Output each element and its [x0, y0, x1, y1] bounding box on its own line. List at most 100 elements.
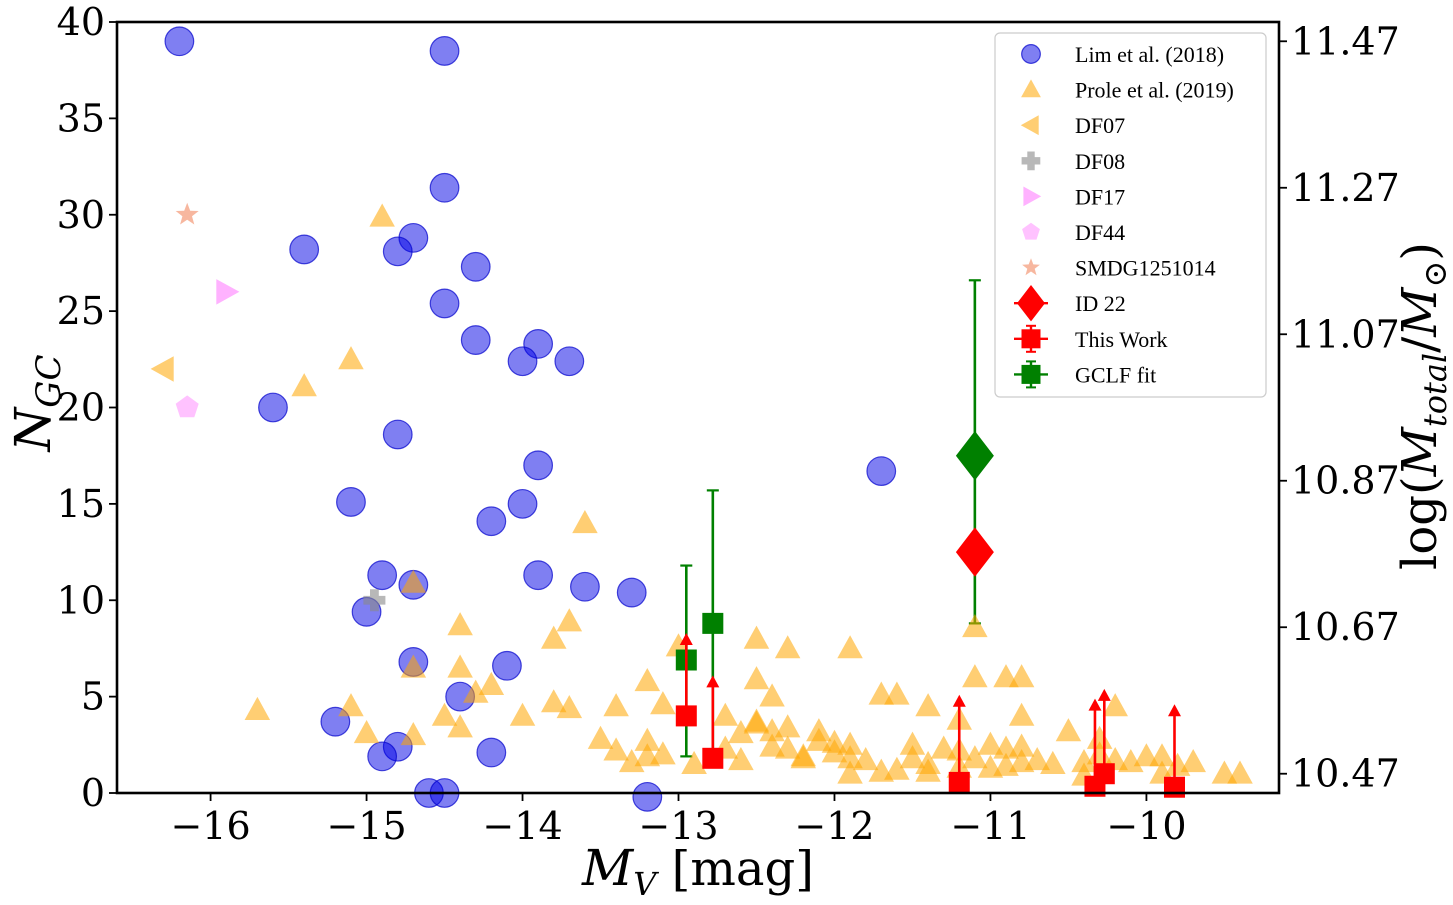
right-tick-label: 10.47	[1291, 752, 1400, 796]
point-prole-et-al-2019	[587, 725, 614, 749]
point-prole-et-al-2019	[1227, 760, 1253, 784]
point-prole-et-al-2019	[1180, 749, 1206, 773]
this-work-limit-arrowhead	[1097, 688, 1111, 701]
y-tick-label: 40	[57, 0, 105, 44]
point-prole-et-al-2019	[774, 714, 801, 738]
point-lim-et-al-2018	[632, 781, 663, 812]
point-prole-et-al-2019	[400, 569, 427, 593]
this-work-limit-arrowhead	[679, 633, 693, 645]
point-lim-et-al-2018	[164, 26, 195, 57]
series-lim-et-al-2018	[164, 26, 897, 812]
point-df17	[216, 279, 240, 305]
right-tick-label: 10.87	[1291, 459, 1400, 503]
right-tick-label: 11.47	[1291, 19, 1400, 63]
this-work-limit-arrowhead	[706, 675, 720, 688]
point-prole-et-al-2019	[1118, 749, 1144, 773]
legend-label: DF17	[1075, 184, 1125, 209]
x-tick-label: −10	[1106, 804, 1186, 848]
point-prole-et-al-2019	[400, 722, 427, 746]
point-prole-et-al-2019	[338, 346, 364, 370]
point-prole-et-al-2019	[837, 635, 863, 659]
y-tick-label: 0	[81, 771, 105, 815]
legend-marker	[1020, 115, 1039, 136]
point-prole-et-al-2019	[852, 747, 879, 771]
point-prole-et-al-2019	[1086, 725, 1113, 749]
point-prole-et-al-2019	[743, 666, 770, 690]
y-tick-label: 10	[57, 578, 105, 622]
legend-marker	[1022, 258, 1040, 276]
lower-limit-arrows	[679, 633, 1181, 788]
point-prole-et-al-2019	[634, 668, 661, 692]
legend-marker	[1021, 364, 1041, 384]
right-axis-ticks: 11.47 11.27 11.07 10.87 10.67 10.47	[1279, 19, 1400, 796]
right-tick-label: 11.27	[1291, 166, 1400, 210]
point-lim-et-al-2018	[616, 577, 647, 608]
point-lim-et-al-2018	[492, 650, 522, 681]
legend-label: Lim et al. (2018)	[1075, 42, 1224, 67]
y-tick-label: 5	[81, 675, 105, 719]
x-tick-label: −13	[638, 804, 718, 848]
point-lim-et-al-2018	[336, 487, 366, 517]
legend-item-df44: DF44	[1022, 220, 1125, 245]
point-lim-et-al-2018	[476, 737, 507, 768]
series-prole-et-al-2019	[244, 203, 1253, 786]
this-work-limit-arrowhead	[1088, 698, 1102, 711]
point-lim-et-al-2018	[429, 36, 460, 66]
point-df07	[150, 356, 174, 382]
x-axis-ticks: −16 −15 −14 −13 −12 −11 −10	[170, 793, 1187, 848]
series-df44	[175, 395, 199, 418]
point-lim-et-al-2018	[460, 251, 491, 282]
point-prole-et-al-2019	[774, 735, 801, 759]
this-work-limit-arrowhead	[952, 694, 966, 707]
x-tick-label: −15	[326, 804, 406, 848]
point-prole-et-al-2019	[1055, 718, 1082, 742]
legend-marker	[1021, 151, 1041, 171]
legend-label: Prole et al. (2019)	[1075, 78, 1234, 103]
point-prole-et-al-2019	[899, 745, 926, 769]
y-tick-label: 20	[57, 386, 105, 430]
point-prole-et-al-2019	[1086, 741, 1113, 765]
point-prole-et-al-2019	[728, 747, 754, 771]
point-lim-et-al-2018	[429, 288, 460, 319]
x-axis-label: MV [mag]	[581, 839, 814, 903]
series-df08	[363, 589, 386, 612]
point-prole-et-al-2019	[1024, 747, 1050, 771]
series-df07	[150, 356, 174, 382]
point-prole-et-al-2019	[400, 654, 427, 678]
point-lim-et-al-2018	[866, 456, 897, 487]
point-prole-et-al-2019	[821, 739, 848, 763]
point-lim-et-al-2018	[382, 419, 413, 450]
point-prole-et-al-2019	[244, 696, 271, 720]
point-prole-et-al-2019	[556, 695, 583, 719]
legend-item-lim-et-al-2018: Lim et al. (2018)	[1021, 42, 1224, 67]
point-lim-et-al-2018	[507, 346, 538, 377]
point-prole-et-al-2019	[915, 758, 941, 782]
legend-item-df07: DF07	[1020, 113, 1125, 138]
point-prole-et-al-2019	[712, 702, 739, 726]
point-prole-et-al-2019	[930, 735, 957, 759]
point-id-22	[955, 527, 994, 577]
series-smdg1251014	[175, 202, 199, 225]
point-lim-et-al-2018	[429, 172, 460, 203]
point-prole-et-al-2019	[447, 714, 473, 738]
point-prole-et-al-2019	[353, 720, 380, 744]
point-prole-et-al-2019	[541, 625, 567, 649]
y-tick-label: 25	[57, 289, 105, 333]
data-markers	[150, 26, 1253, 812]
point-prole-et-al-2019	[603, 737, 629, 761]
series-df17	[216, 279, 240, 305]
point-prole-et-al-2019	[1008, 702, 1035, 726]
point-prole-et-al-2019	[868, 681, 894, 705]
point-prole-et-al-2019	[759, 683, 785, 707]
point-prole-et-al-2019	[681, 750, 707, 774]
legend-item-df17: DF17	[1023, 184, 1125, 209]
point-prole-et-al-2019	[837, 745, 863, 769]
point-prole-et-al-2019	[603, 693, 629, 717]
point-lim-et-al-2018	[367, 560, 398, 591]
gclf-error-bars	[680, 279, 981, 766]
legend-marker	[1023, 186, 1042, 207]
point-prole-et-al-2019	[447, 612, 473, 636]
point-prole-et-al-2019	[291, 373, 317, 397]
point-lim-et-al-2018	[507, 488, 538, 519]
